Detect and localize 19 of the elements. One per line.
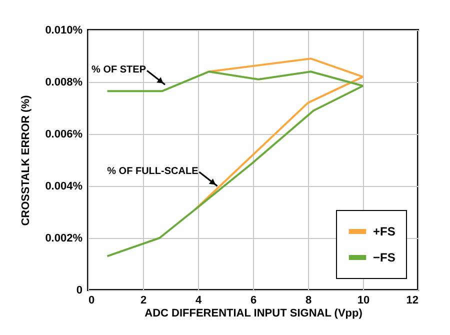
x-tick-label: 2 — [140, 294, 147, 306]
y-tick-label: 0 — [76, 284, 82, 296]
legend-label: −FS — [373, 250, 396, 264]
x-tick-label: 6 — [250, 294, 257, 306]
x-tick-label: 12 — [406, 294, 418, 306]
x-tick-label: 0 — [88, 294, 95, 306]
x-tick-label: 4 — [195, 294, 202, 306]
y-tick-label: 0.010% — [45, 24, 83, 36]
annotation: % OF FULL-SCALE — [107, 166, 199, 177]
x-tick-label: 8 — [305, 294, 312, 306]
y-tick-label: 0.006% — [45, 128, 83, 140]
x-tick-label: 10 — [357, 294, 370, 306]
y-axis-title: CROSSTALK ERROR (%) — [20, 94, 32, 226]
x-axis-title: ADC DIFFERENTIAL INPUT SIGNAL (Vpp) — [144, 308, 363, 320]
legend-label: +FS — [373, 224, 396, 238]
annotation: % OF STEP — [92, 64, 146, 76]
y-tick-label: 0.004% — [45, 180, 83, 192]
y-tick-label: 0.008% — [45, 76, 83, 88]
y-tick-label: 0.002% — [45, 232, 83, 244]
